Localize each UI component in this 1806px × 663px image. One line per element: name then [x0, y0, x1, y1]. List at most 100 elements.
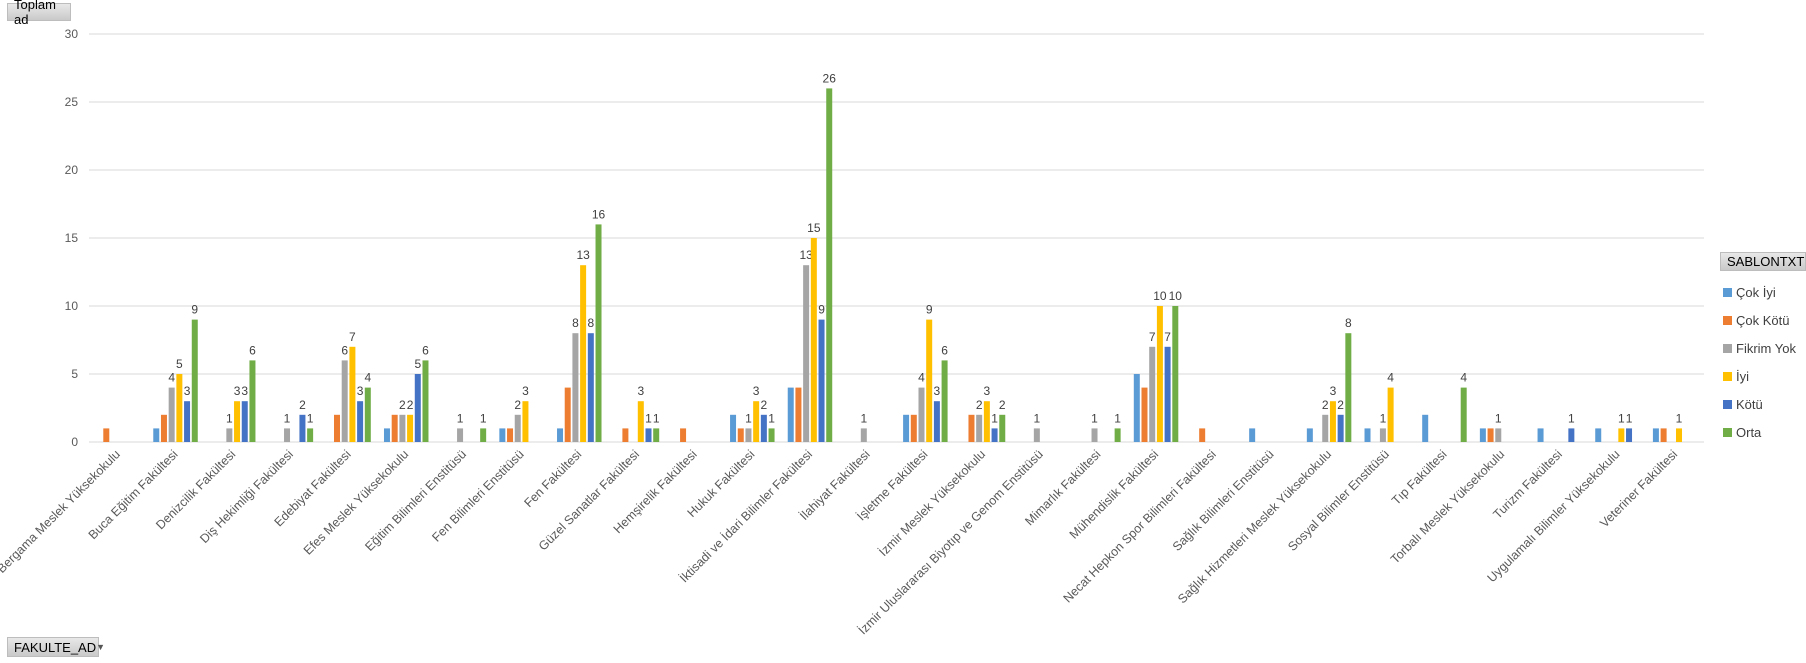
data-label: 9	[818, 303, 825, 317]
data-label: 1	[1626, 411, 1633, 425]
data-label: 2	[399, 398, 406, 412]
data-label: 3	[753, 384, 760, 398]
bar	[357, 401, 364, 442]
legend-field-button[interactable]: SABLONTXT ▼	[1720, 252, 1806, 271]
bar	[968, 414, 975, 442]
bar	[1479, 428, 1486, 442]
axis-field-label: FAKULTE_AD	[14, 639, 97, 655]
legend-field-label: SABLONTXT	[1727, 254, 1805, 269]
data-label: 1	[284, 411, 291, 425]
bar	[637, 401, 644, 442]
bar	[184, 401, 191, 442]
data-label: 3	[522, 384, 529, 398]
bar	[1141, 387, 1148, 442]
data-label: 6	[341, 343, 348, 357]
bar	[730, 414, 737, 442]
data-label: 1	[226, 411, 233, 425]
y-tick-label: 25	[65, 95, 79, 109]
bar	[983, 401, 990, 442]
bar	[364, 387, 371, 442]
bar	[580, 265, 587, 442]
data-label: 2	[999, 398, 1006, 412]
bar	[414, 374, 421, 442]
data-label: 8	[572, 316, 579, 330]
bar	[760, 414, 767, 442]
bar	[422, 360, 429, 442]
data-label: 1	[1034, 411, 1041, 425]
data-label: 2	[1322, 398, 1329, 412]
bar	[1618, 428, 1625, 442]
legend-item: Çok İyi	[1723, 278, 1796, 306]
legend-label: Çok İyi	[1736, 284, 1776, 300]
bar	[1495, 428, 1502, 442]
bar	[1422, 414, 1429, 442]
bar	[572, 333, 579, 442]
values-field-label: Toplam ad	[14, 0, 56, 27]
bar	[226, 428, 233, 442]
data-label: 6	[422, 343, 429, 357]
data-label: 3	[184, 384, 191, 398]
legend-label: Fikrim Yok	[1736, 340, 1796, 356]
bar	[349, 346, 356, 442]
bar	[1652, 428, 1659, 442]
data-label: 9	[191, 303, 198, 317]
data-label: 4	[1460, 371, 1467, 385]
data-label: 3	[234, 384, 241, 398]
x-tick-label: Diş Hekimliği Fakültesi	[197, 447, 296, 546]
bar	[284, 428, 291, 442]
data-label: 1	[745, 411, 752, 425]
data-label: 13	[576, 248, 590, 262]
data-label: 4	[1387, 371, 1394, 385]
bar	[241, 401, 248, 442]
bar	[1364, 428, 1371, 442]
dropdown-arrow-icon: ▼	[96, 642, 106, 652]
bar	[680, 428, 687, 442]
data-label: 7	[1149, 330, 1156, 344]
data-label: 1	[1380, 411, 1387, 425]
bar	[1149, 346, 1156, 442]
data-label: 8	[1345, 316, 1352, 330]
data-label: 1	[653, 411, 660, 425]
bar	[499, 428, 506, 442]
bar	[860, 428, 867, 442]
data-label: 1	[768, 411, 775, 425]
bar	[1660, 428, 1667, 442]
x-tick-label: Tıp Fakültesi	[1389, 447, 1450, 508]
bar	[383, 428, 390, 442]
y-tick-label: 10	[65, 299, 79, 313]
data-label: 15	[807, 221, 821, 235]
bar	[1164, 346, 1171, 442]
y-tick-label: 0	[71, 435, 78, 449]
bar	[795, 387, 802, 442]
bar	[299, 414, 306, 442]
legend-item: Orta	[1723, 418, 1796, 446]
data-label: 2	[299, 398, 306, 412]
data-label: 1	[457, 411, 464, 425]
data-label: 1	[860, 411, 867, 425]
bar	[234, 401, 241, 442]
bar	[768, 428, 775, 442]
axis-field-button[interactable]: FAKULTE_AD ▼	[7, 637, 105, 657]
x-tick-label: İzmir Meslek Yüksekokulu	[876, 447, 988, 559]
bar	[1329, 401, 1336, 442]
values-field-button[interactable]: Toplam ad	[7, 0, 71, 27]
data-label: 1	[1091, 411, 1098, 425]
data-label: 10	[1169, 289, 1183, 303]
bar	[918, 387, 925, 442]
bar	[564, 387, 571, 442]
bar	[160, 414, 167, 442]
legend-swatch-icon	[1723, 371, 1732, 381]
data-label: 3	[241, 384, 248, 398]
data-label: 6	[249, 343, 256, 357]
bar	[999, 414, 1006, 442]
bar	[1460, 387, 1467, 442]
bar	[991, 428, 998, 442]
data-label: 1	[1114, 411, 1121, 425]
bar	[1091, 428, 1098, 442]
data-label: 4	[364, 371, 371, 385]
bar	[933, 401, 940, 442]
bar	[391, 414, 398, 442]
x-tick-label: Eğitim Bilimleri Enstitüsü	[362, 447, 469, 554]
data-label: 3	[1330, 384, 1337, 398]
bar	[803, 265, 810, 442]
